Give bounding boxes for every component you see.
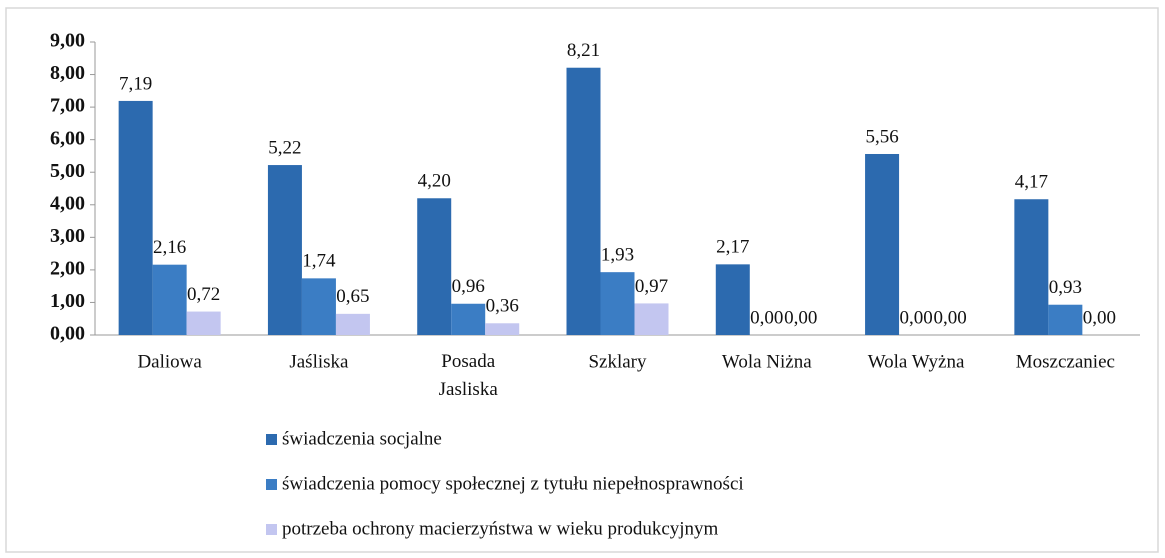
data-label: 4,20	[418, 171, 451, 192]
y-tick-label: 4,00	[50, 192, 85, 214]
x-tick-label: Wola Niżna	[722, 351, 812, 372]
data-label: 0,00	[933, 307, 966, 328]
data-label: 0,00	[899, 307, 932, 328]
data-label: 7,19	[119, 73, 152, 94]
data-label: 1,74	[302, 251, 336, 272]
x-tick-label: Wola Wyżna	[868, 351, 965, 372]
chart-border	[5, 7, 1159, 553]
bar	[715, 264, 750, 335]
data-label: 5,22	[268, 137, 301, 158]
bar	[600, 272, 635, 335]
y-tick-label: 3,00	[50, 225, 85, 247]
x-tick-label: Szklary	[588, 351, 647, 372]
y-tick-label: 0,00	[50, 323, 85, 345]
bar	[301, 278, 336, 335]
data-label: 2,16	[153, 237, 186, 258]
bar	[267, 165, 302, 335]
legend-label: świadczenia socjalne	[282, 428, 442, 449]
data-label: 0,00	[750, 307, 783, 328]
data-label: 0,93	[1049, 277, 1082, 298]
x-tick-label: Jaśliska	[289, 351, 349, 372]
data-label: 1,93	[601, 245, 634, 266]
data-label: 2,17	[716, 237, 749, 258]
y-tick-label: 1,00	[50, 290, 85, 312]
legend-swatch	[266, 434, 277, 445]
data-label: 0,96	[452, 276, 485, 297]
bar	[152, 264, 187, 335]
legend-label: potrzeba ochrony macierzyństwa w wieku p…	[282, 518, 719, 539]
legend-swatch	[266, 479, 277, 490]
data-label: 4,17	[1015, 172, 1048, 193]
data-label: 8,21	[567, 40, 600, 61]
data-label: 0,65	[336, 286, 369, 307]
x-tick-label: Moszczaniec	[1016, 351, 1115, 372]
y-tick-label: 2,00	[50, 257, 85, 279]
data-label: 0,00	[784, 307, 817, 328]
y-tick-label: 7,00	[50, 95, 85, 117]
legend-swatch	[266, 524, 277, 535]
bar	[451, 303, 486, 335]
y-tick-label: 6,00	[50, 127, 85, 149]
bar	[566, 67, 601, 336]
x-tick-label: Posada Jasliska	[439, 351, 499, 400]
y-tick-label: 8,00	[50, 62, 85, 84]
bar	[1014, 199, 1049, 335]
data-label: 0,72	[187, 284, 220, 305]
bar	[186, 311, 221, 335]
legend-label: świadczenia pomocy społecznej z tytułu n…	[282, 473, 744, 494]
y-tick-label: 5,00	[50, 160, 85, 182]
data-label: 0,97	[635, 276, 668, 297]
data-label: 0,00	[1083, 307, 1116, 328]
data-label: 5,56	[865, 126, 898, 147]
bar	[118, 100, 153, 335]
bar	[1048, 304, 1083, 335]
data-label: 0,36	[486, 296, 519, 317]
x-tick-label: Daliowa	[137, 351, 202, 372]
bar	[417, 198, 452, 335]
bar	[865, 153, 900, 335]
bar	[634, 303, 669, 335]
bar	[335, 313, 370, 335]
y-tick-label: 9,00	[50, 30, 85, 52]
bar	[485, 323, 520, 335]
